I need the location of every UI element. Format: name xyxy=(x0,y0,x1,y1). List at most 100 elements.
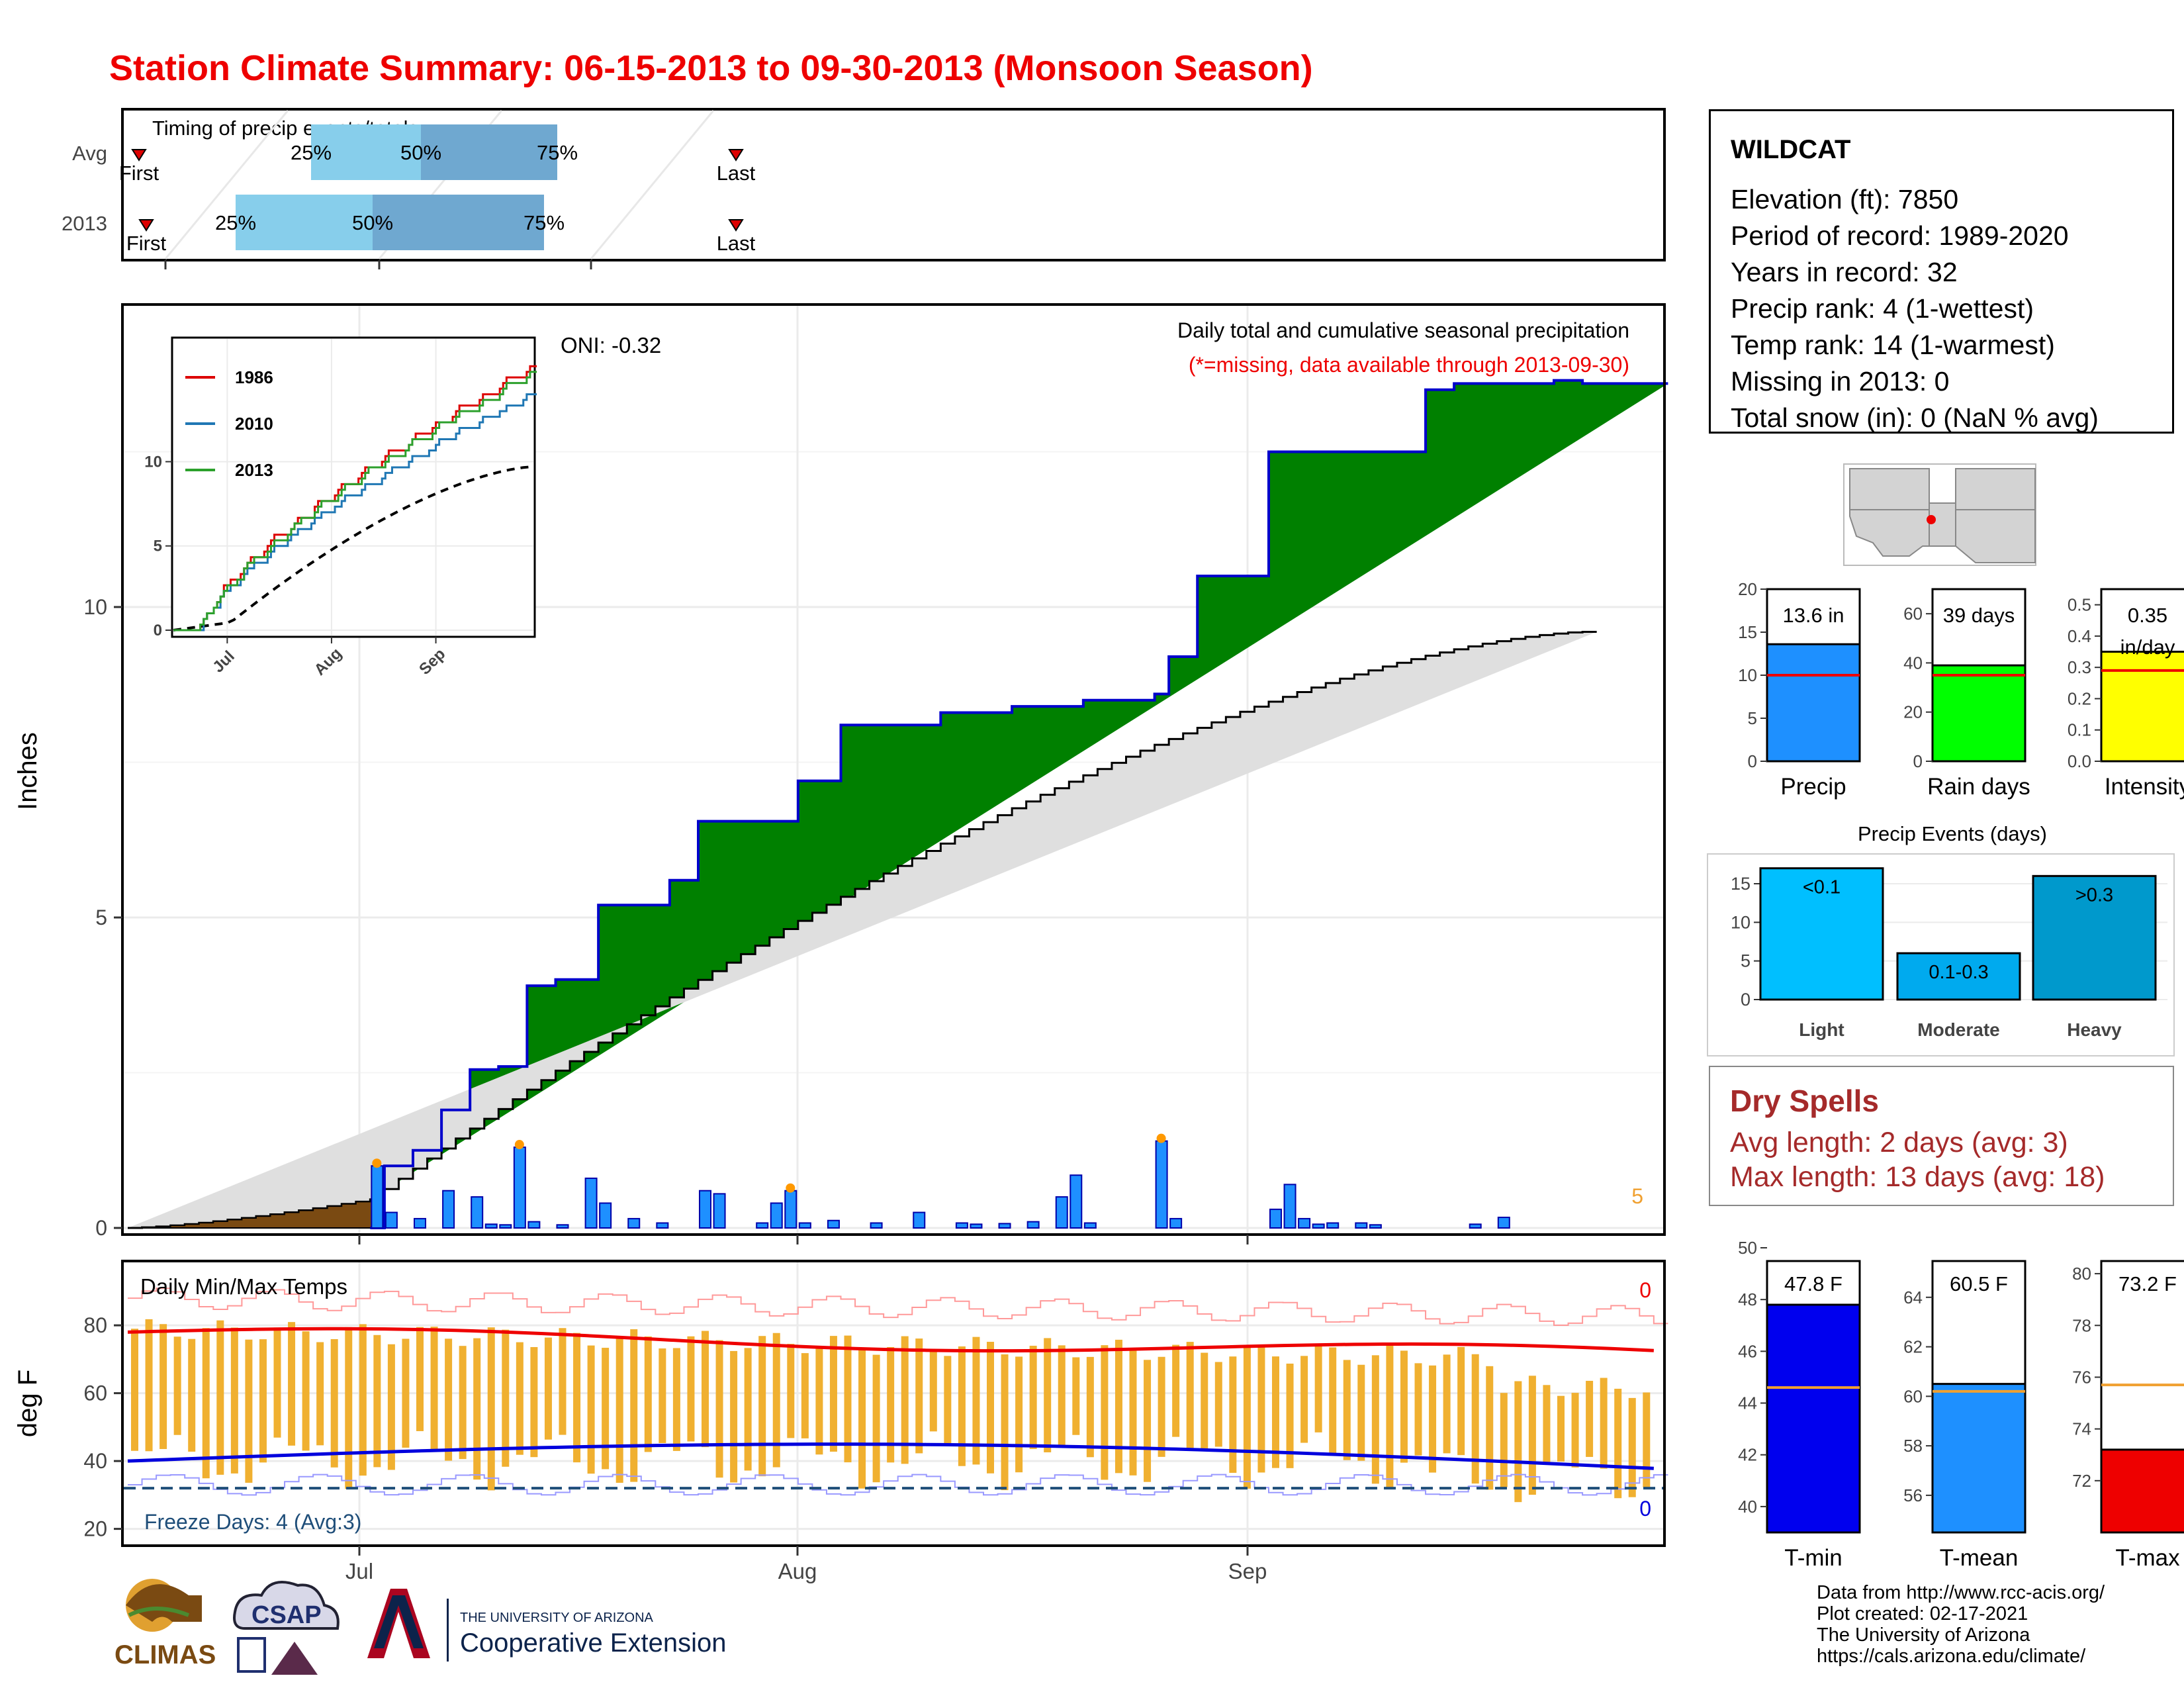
temp-bar-ytick-label: 48 xyxy=(1738,1289,1757,1309)
summary-bars: 13.6 in 0 5 10 15 20 Precip 39 days 0 20 40 60 Rain … xyxy=(1738,579,2184,800)
timing-row-label-2013: 2013 xyxy=(62,212,107,235)
daily-precip-bar xyxy=(1283,1184,1297,1229)
ua-line2: Cooperative Extension xyxy=(460,1628,726,1658)
daily-temp-range-bar xyxy=(1044,1338,1052,1452)
daily-temp-range-bar xyxy=(1186,1342,1194,1448)
daily-temp-range-bar xyxy=(815,1347,823,1455)
daily-temp-range-bar xyxy=(1158,1356,1165,1457)
temp-bar-value xyxy=(1931,1383,2026,1534)
daily-precip-bar xyxy=(770,1202,783,1229)
temps-ytick-label: 80 xyxy=(83,1313,107,1337)
daily-temp-range-bar xyxy=(915,1338,923,1454)
temp-bar-ytick-label: 80 xyxy=(2072,1264,2091,1284)
daily-precip-bar xyxy=(955,1222,968,1229)
timing-bar-q2 xyxy=(373,195,544,250)
temp-bar-ytick-label: 60 xyxy=(1903,1386,1923,1406)
daily-temp-range-bar xyxy=(1614,1388,1622,1499)
daily-temp-range-bar xyxy=(530,1346,538,1458)
credit-university: The University of Arizona xyxy=(1817,1624,2030,1646)
daily-precip-bar xyxy=(1369,1224,1382,1229)
dry-spells-title: Dry Spells xyxy=(1730,1084,1879,1118)
daily-temp-range-bar xyxy=(858,1347,866,1489)
logos: CLIMAS CSAP THE UNIVERSITY OF ARIZONA Co… xyxy=(114,1579,726,1675)
timing-p50-label: 50% xyxy=(400,141,441,164)
daily-temp-range-bar xyxy=(659,1348,666,1443)
oni-label: ONI: -0.32 xyxy=(561,333,661,357)
daily-precip-bar xyxy=(442,1190,455,1229)
daily-precip-bar xyxy=(527,1221,541,1229)
ua-line1: THE UNIVERSITY OF ARIZONA xyxy=(460,1611,654,1625)
temp-bar-ytick-label: 46 xyxy=(1738,1341,1757,1361)
avg-max-line xyxy=(127,1327,1654,1353)
inset-legend-label-1986: 1986 xyxy=(235,367,273,387)
daily-temp-range-bar xyxy=(758,1336,766,1477)
mini-bar-ytick-label: 5 xyxy=(1748,708,1757,728)
dry-spells-box: Dry Spells Avg length: 2 days (avg: 3) M… xyxy=(1709,1066,2174,1206)
heavy-event-marker xyxy=(372,1158,382,1168)
timing-last-marker xyxy=(728,149,744,162)
events-ytick-label: 10 xyxy=(1731,912,1751,932)
events-ytick-label: 15 xyxy=(1731,874,1751,894)
daily-precip-bar xyxy=(1083,1222,1097,1229)
daily-temp-range-bar xyxy=(1300,1356,1308,1443)
temp-bar-ytick-label: 50 xyxy=(1738,1238,1757,1258)
events-bar-value-label: 0.1-0.3 xyxy=(1929,962,1988,983)
daily-temp-range-bar xyxy=(744,1348,752,1471)
daily-temp-range-bar xyxy=(230,1327,238,1474)
temp-bar-value-label: 73.2 F xyxy=(2118,1272,2177,1295)
precip-corner-count: 5 xyxy=(1631,1184,1643,1208)
daily-precip-bar xyxy=(1069,1174,1083,1229)
dry-spells-max: Max length: 13 days (avg: 18) xyxy=(1730,1161,2105,1193)
temps-top-count: 0 xyxy=(1639,1278,1651,1302)
daily-temp-range-bar xyxy=(1628,1397,1636,1497)
daily-temp-range-bar xyxy=(359,1324,367,1476)
daily-precip-bar xyxy=(471,1196,484,1229)
timing-panel: Timing of precip events/totals 25% 50% 75%… xyxy=(62,108,1666,269)
mini-bar-ytick-label: 0 xyxy=(1913,751,1923,771)
daily-temp-range-bar xyxy=(1144,1360,1152,1482)
timing-last-label: Last xyxy=(717,162,756,185)
mini-bar-ytick-label: 0.2 xyxy=(2068,688,2091,708)
daily-temp-range-bar xyxy=(702,1331,709,1448)
mini-bar-ytick-label: 0.3 xyxy=(2068,657,2091,677)
daily-temp-range-bar xyxy=(1429,1365,1437,1473)
heavy-event-marker xyxy=(514,1140,524,1150)
credit-url: https://cals.arizona.edu/climate/ xyxy=(1817,1646,2086,1667)
station-line-temp-rank: Temp rank: 14 (1-warmest) xyxy=(1731,330,2055,360)
temp-bar-value xyxy=(1766,1303,1861,1534)
daily-temp-range-bar xyxy=(1314,1344,1322,1432)
daily-temp-range-bar xyxy=(559,1328,567,1435)
events-bar-category-label: Light xyxy=(1799,1019,1844,1040)
daily-precip-bar xyxy=(385,1211,398,1229)
daily-precip-bar xyxy=(713,1193,726,1229)
inset-ytick-label: 5 xyxy=(154,538,162,555)
daily-precip-bar xyxy=(627,1217,641,1229)
daily-temp-range-bar xyxy=(345,1327,353,1489)
precip-caption: Daily total and cumulative seasonal prec… xyxy=(1177,318,1629,342)
inset-legend-label-2013: 2013 xyxy=(235,460,273,480)
daily-temp-range-bar xyxy=(1357,1364,1365,1461)
daily-precip-bar xyxy=(371,1165,384,1229)
daily-temp-range-bar xyxy=(302,1331,310,1451)
daily-temp-range-bar xyxy=(402,1338,410,1448)
daily-precip-bar xyxy=(499,1224,512,1229)
daily-temp-range-bar xyxy=(872,1354,880,1483)
daily-temp-range-bar xyxy=(1500,1393,1508,1487)
daily-temp-range-bar xyxy=(245,1339,253,1483)
daily-precip-bar xyxy=(998,1223,1011,1229)
timing-first-marker xyxy=(131,149,147,162)
temp-bar-value xyxy=(2100,1448,2184,1534)
daily-temp-range-bar xyxy=(829,1336,837,1452)
temp-bar-ytick-label: 72 xyxy=(2072,1471,2091,1491)
inset-series-2013 xyxy=(173,371,537,632)
daily-temp-range-bar xyxy=(730,1350,738,1483)
mini-bar-ytick-label: 60 xyxy=(1903,604,1923,624)
mini-bar-value-label: 13.6 in xyxy=(1782,604,1844,627)
daily-temp-range-bar xyxy=(131,1329,138,1451)
daily-precip-bar xyxy=(1497,1217,1510,1229)
daily-temp-range-bar xyxy=(958,1346,966,1466)
temp-bar-category-label: T-max xyxy=(2115,1545,2180,1571)
x-axis-month-label: Sep xyxy=(1228,1559,1267,1583)
station-line-period: Period of record: 1989-2020 xyxy=(1731,220,2069,251)
timing-last-marker xyxy=(728,219,744,232)
